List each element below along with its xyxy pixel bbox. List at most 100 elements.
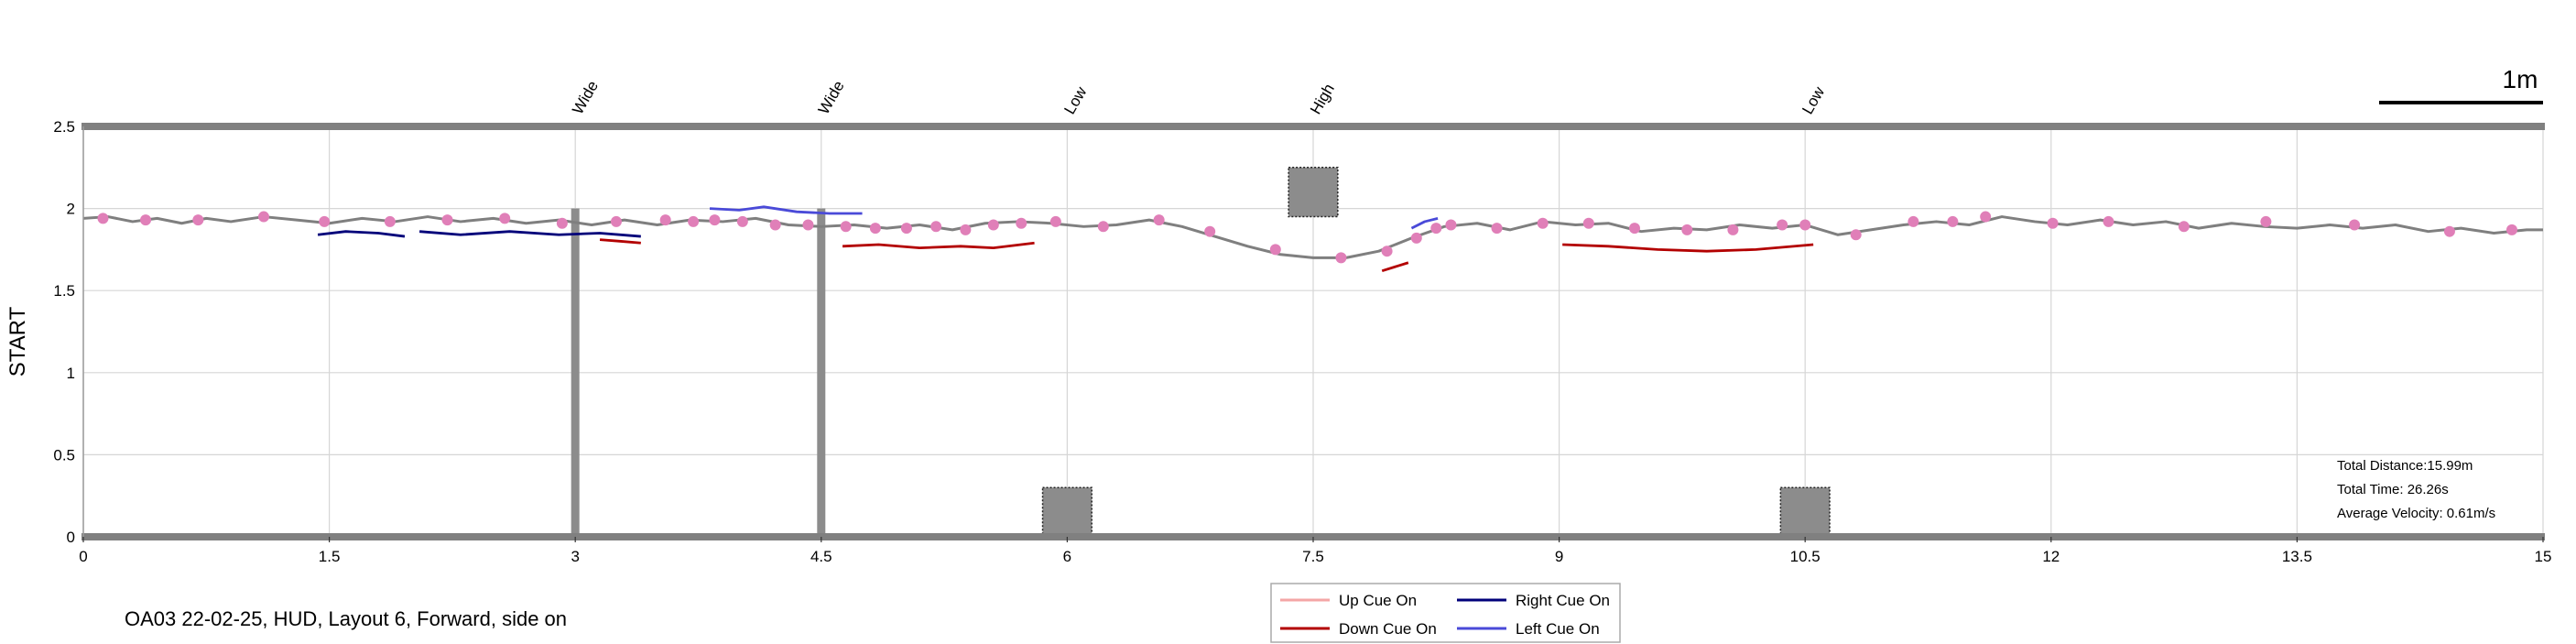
- y-axis-label: START: [5, 306, 30, 377]
- x-tick-label-6: 9: [1555, 548, 1563, 565]
- obstacle-high-3: [1288, 167, 1339, 218]
- path-marker-1: [140, 214, 152, 226]
- y-tick-label-3: 1.5: [53, 282, 75, 300]
- legend-left-cue-label: Left Cue On: [1516, 620, 1600, 638]
- path-marker-50: [2443, 225, 2455, 237]
- path-marker-42: [1908, 215, 1919, 227]
- path-marker-51: [2505, 224, 2517, 235]
- path-marker-11: [688, 215, 700, 227]
- y-tick-label-0: 0: [67, 529, 75, 546]
- path-marker-46: [2103, 215, 2114, 227]
- path-marker-49: [2349, 219, 2361, 231]
- scale-bar: 1m: [2379, 65, 2543, 104]
- path-marker-40: [1799, 219, 1811, 231]
- path-marker-19: [930, 221, 942, 233]
- obstacle-label-3: High: [1307, 81, 1338, 117]
- obstacle-low-2: [1041, 486, 1093, 538]
- path-marker-21: [987, 219, 999, 231]
- left-cue-segment-6: [1410, 216, 1439, 230]
- path-marker-34: [1537, 217, 1549, 229]
- trajectory-path-layer: [82, 215, 2543, 259]
- x-tick-label-0: 0: [79, 548, 87, 565]
- scale-bar-label: 1m: [2503, 65, 2538, 93]
- legend-right-cue-label: Right Cue On: [1516, 592, 1610, 609]
- cue-segments: [317, 205, 1814, 273]
- path-marker-14: [769, 219, 781, 231]
- obstacles: [571, 167, 1831, 538]
- path-marker-41: [1850, 229, 1862, 241]
- y-tick-label-4: 2: [67, 201, 75, 218]
- path-marker-13: [736, 215, 748, 227]
- path-marker-26: [1204, 225, 1216, 237]
- stats-box: Total Distance:15.99m Total Time: 26.26s…: [2337, 458, 2495, 521]
- x-tick-label-8: 12: [2042, 548, 2060, 565]
- path-marker-22: [1016, 217, 1027, 229]
- path-marker-27: [1269, 244, 1281, 256]
- obstacle-label-4: Low: [1799, 83, 1828, 117]
- down-cue-segment-7: [1562, 243, 1814, 253]
- path-marker-32: [1445, 219, 1457, 231]
- path-marker-16: [840, 221, 852, 233]
- figure-caption: OA03 22-02-25, HUD, Layout 6, Forward, s…: [125, 607, 567, 630]
- y-tick-label-2: 1: [67, 365, 75, 382]
- path-marker-47: [2178, 221, 2190, 233]
- path-marker-2: [192, 214, 204, 226]
- path-marker-5: [384, 215, 396, 227]
- obstacle-low-4: [1779, 486, 1831, 538]
- path-marker-44: [1980, 211, 1992, 223]
- path-marker-7: [499, 213, 511, 224]
- obstacle-labels: Wide Wide Low High Low: [569, 78, 1828, 117]
- x-tick-labels: 0 1.5 3 4.5 6 7.5 9 10.5 12 13.5 15: [79, 537, 2551, 565]
- path-marker-31: [1430, 223, 1442, 235]
- x-tick-label-4: 6: [1063, 548, 1071, 565]
- left-cue-segment-3: [709, 205, 863, 215]
- path-marker-3: [257, 211, 269, 223]
- obstacle-label-2: Low: [1060, 83, 1090, 117]
- total-time: Total Time: 26.26s: [2337, 482, 2449, 497]
- legend-down-cue-label: Down Cue On: [1339, 620, 1437, 638]
- path-marker-4: [319, 215, 331, 227]
- x-tick-label-1: 1.5: [319, 548, 341, 565]
- right-cue-segment-1: [418, 230, 641, 238]
- path-marker-20: [960, 224, 972, 235]
- legend-box: [1270, 583, 1621, 643]
- path-marker-28: [1335, 252, 1347, 264]
- path-marker-43: [1947, 215, 1959, 227]
- path-marker-29: [1381, 246, 1393, 257]
- path-marker-35: [1582, 217, 1594, 229]
- path-marker-36: [1628, 223, 1640, 235]
- path-marker-10: [659, 214, 671, 226]
- path-marker-9: [610, 215, 622, 227]
- x-tick-label-7: 10.5: [1790, 548, 1821, 565]
- path-markers: [97, 211, 2517, 264]
- path-marker-18: [900, 223, 912, 235]
- path-marker-6: [441, 214, 453, 226]
- y-tick-label-5: 2.5: [53, 118, 75, 136]
- path-marker-23: [1049, 215, 1061, 227]
- y-tick-label-1: 0.5: [53, 446, 75, 464]
- path-marker-45: [2047, 217, 2059, 229]
- legend-up-cue-label: Up Cue On: [1339, 592, 1417, 609]
- path-marker-48: [2260, 215, 2272, 227]
- obstacle-label-1: Wide: [815, 78, 848, 117]
- path-marker-24: [1097, 221, 1109, 233]
- path-marker-37: [1681, 224, 1693, 235]
- path-marker-8: [556, 217, 568, 229]
- y-tick-labels: 0 0.5 1 1.5 2 2.5: [53, 118, 75, 546]
- path-marker-17: [869, 223, 881, 235]
- average-velocity: Average Velocity: 0.61m/s: [2337, 506, 2495, 521]
- path-marker-0: [97, 213, 109, 224]
- x-tick-label-10: 15: [2535, 548, 2552, 565]
- right-cue-segment-0: [317, 230, 406, 238]
- total-distance: Total Distance:15.99m: [2337, 458, 2473, 474]
- obstacle-wide-0: [571, 208, 580, 537]
- trajectory-path: [82, 215, 2543, 259]
- obstacle-label-0: Wide: [569, 78, 602, 117]
- x-tick-label-3: 4.5: [810, 548, 832, 565]
- down-cue-segment-5: [1381, 261, 1409, 273]
- path-marker-15: [802, 219, 814, 231]
- down-cue-segment-4: [842, 241, 1035, 250]
- legend: Up Cue On Right Cue On Down Cue On Left …: [1270, 583, 1621, 643]
- path-marker-30: [1410, 232, 1422, 244]
